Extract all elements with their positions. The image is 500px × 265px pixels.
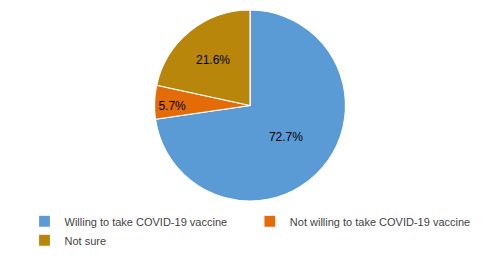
svg-text:5.7%: 5.7% <box>158 99 186 113</box>
svg-text:21.6%: 21.6% <box>196 53 230 67</box>
svg-text:Willing to take COVID-19 vacci: Willing to take COVID-19 vaccine <box>65 216 228 228</box>
svg-text:Not willing to take COVID-19 v: Not willing to take COVID-19 vaccine <box>290 216 470 228</box>
svg-text:Not sure: Not sure <box>65 235 107 247</box>
svg-text:72.7%: 72.7% <box>269 130 303 144</box>
